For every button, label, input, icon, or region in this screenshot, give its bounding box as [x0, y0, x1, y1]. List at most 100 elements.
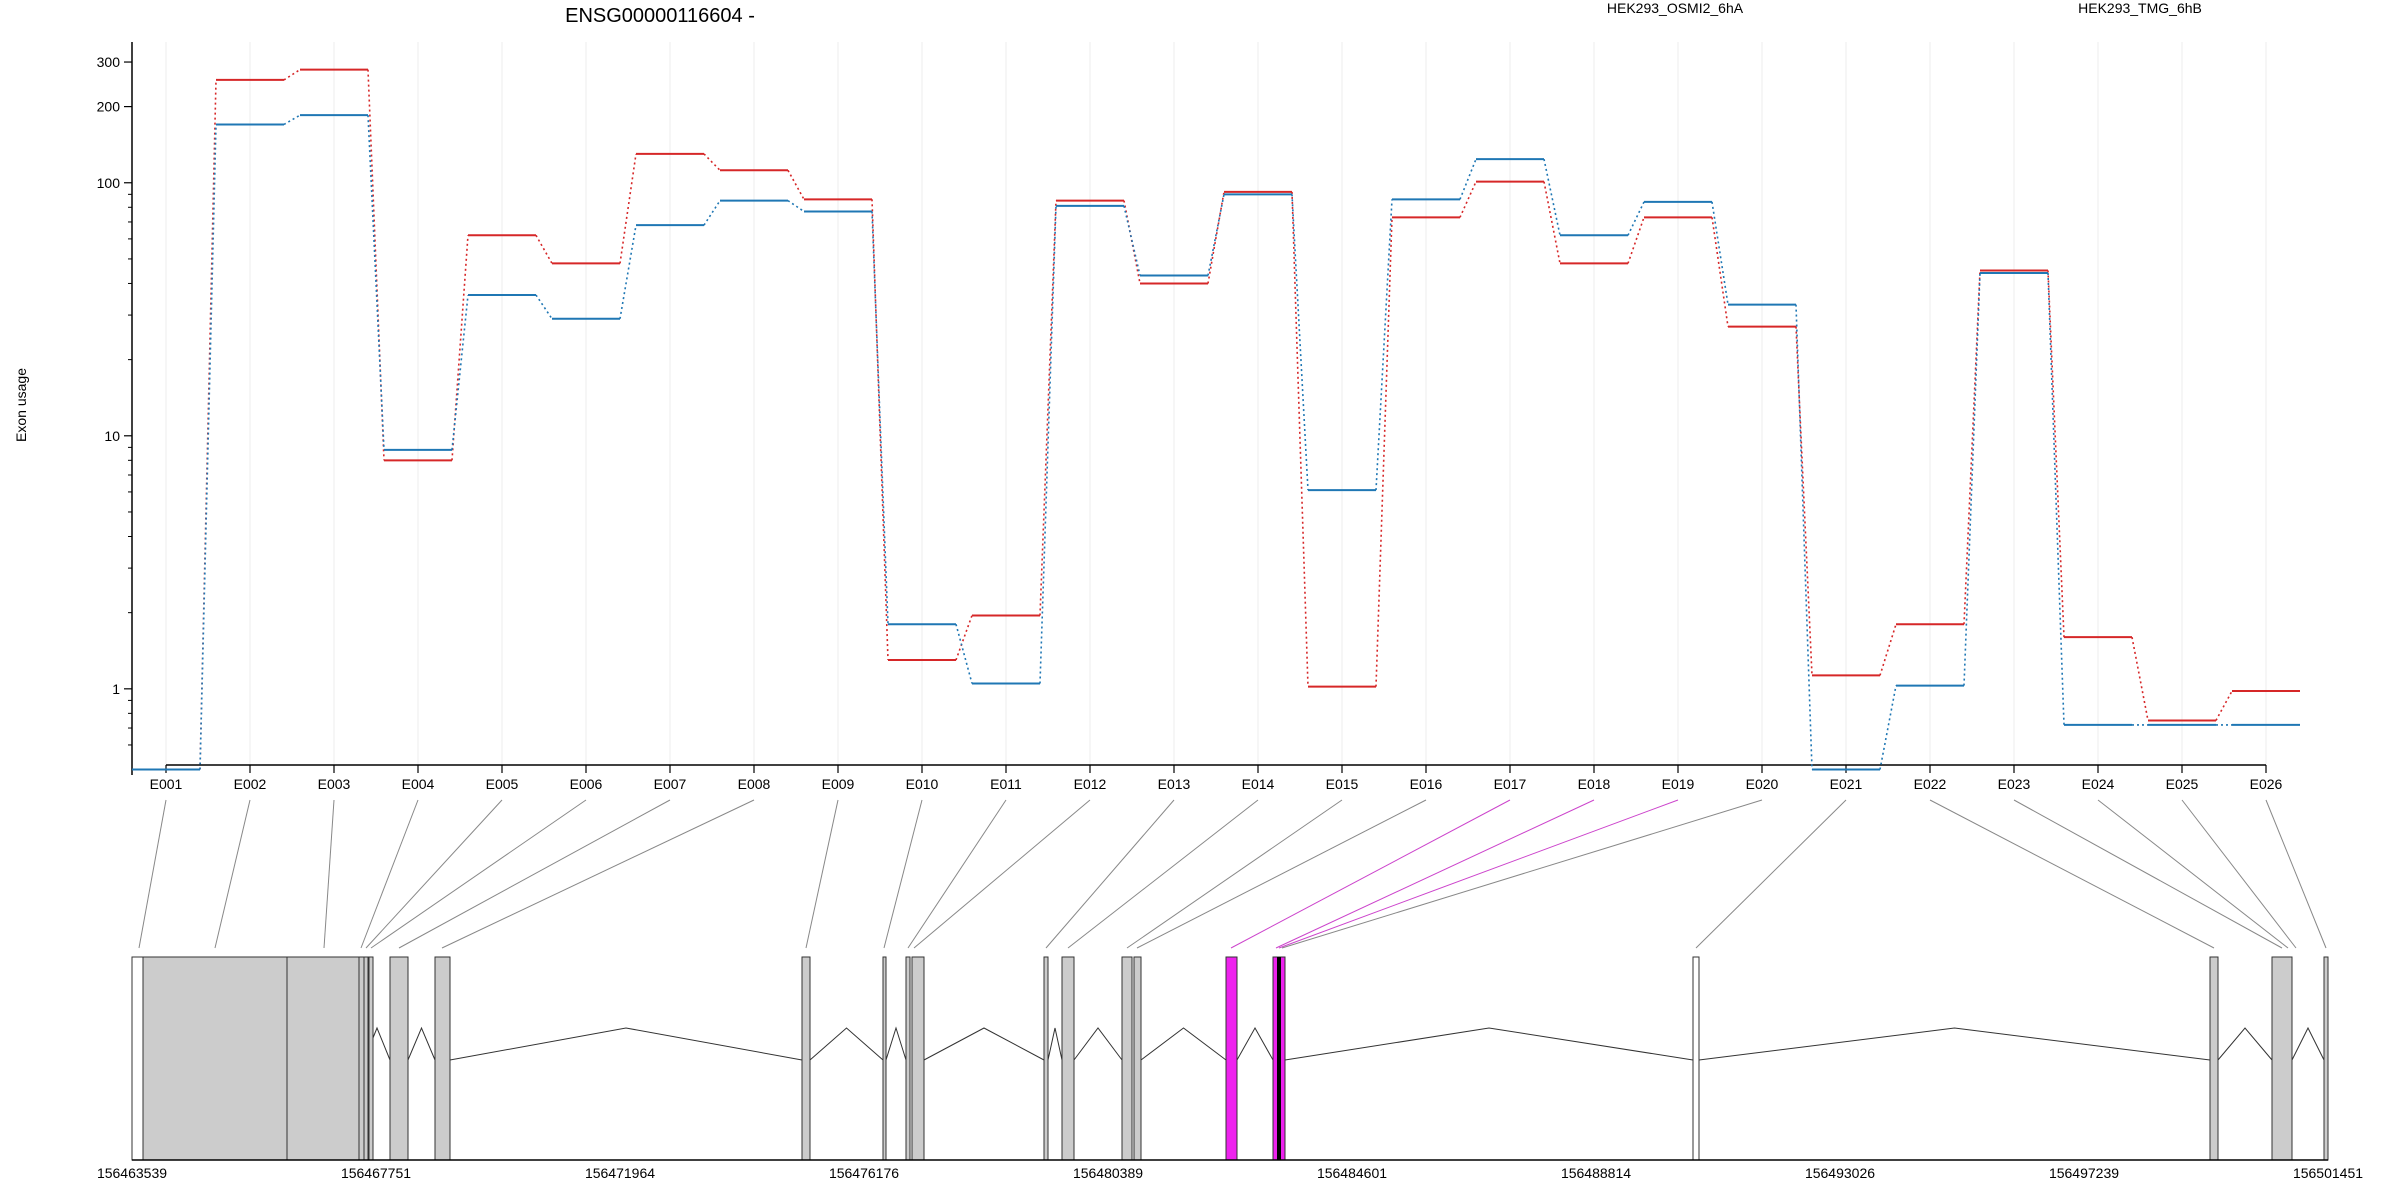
genomic-coordinate-label: 156488814 [1561, 1165, 1631, 1181]
series-1-transition [1039, 205, 1057, 684]
x-tick-label-E008: E008 [738, 776, 771, 792]
x-tick-label-E003: E003 [318, 776, 351, 792]
series-1-transition [871, 211, 889, 625]
connector-E025 [2181, 799, 2297, 949]
axes: 1 10 100 200 300 E001 E002 E003 E004 E005 E006 E007… [97, 42, 2283, 792]
series-0-transition [1039, 200, 1057, 616]
connector-E007 [398, 799, 671, 949]
genomic-coordinate-label: 156463539 [97, 1165, 167, 1181]
connector-E020 [1281, 799, 1763, 949]
genomic-coordinate-label: 156476176 [829, 1165, 899, 1181]
series-0-transition [1627, 217, 1645, 264]
x-tick-label-E007: E007 [654, 776, 687, 792]
x-tick-label-E009: E009 [822, 776, 855, 792]
intron-line [1047, 1027, 1063, 1061]
exon-box-E003 [286, 956, 360, 1161]
x-tick-label-E011: E011 [990, 776, 1022, 792]
series-1-transition [283, 114, 301, 126]
x-tick-label-E016: E016 [1410, 776, 1443, 792]
exon-box-E011 [905, 956, 911, 1161]
legend-series-osmi2: HEK293_OSMI2_6hA [1607, 0, 1744, 16]
series-0-transition [1123, 200, 1141, 284]
exon-box-E004 [358, 956, 365, 1161]
series-1-transition [1375, 199, 1393, 491]
x-tick-label-E024: E024 [2082, 776, 2115, 792]
genomic-coordinate-label: 156484601 [1317, 1165, 1387, 1181]
y-tick-label: 300 [97, 54, 121, 70]
connector-E023 [2013, 799, 2283, 949]
y-axis-label: Exon usage [13, 368, 29, 442]
series-0-transition [1459, 181, 1477, 218]
connector-E017 [1230, 799, 1511, 949]
x-tick-label-E001: E001 [150, 776, 183, 792]
x-tick-label-E013: E013 [1158, 776, 1191, 792]
intron-line [2291, 1026, 2325, 1061]
connector-E024 [2097, 799, 2289, 949]
intron-line [1236, 1026, 1274, 1061]
x-tick-label-E006: E006 [570, 776, 603, 792]
x-tick-label-E018: E018 [1578, 776, 1611, 792]
connector-E006 [370, 799, 587, 949]
connector-E013 [1045, 799, 1175, 949]
intron-line [407, 1026, 436, 1061]
series-1-transition [1123, 205, 1141, 276]
x-tick-label-E014: E014 [1242, 776, 1275, 792]
genomic-coordinate-label: 156501451 [2293, 1165, 2363, 1181]
exon-box-E014 [1061, 956, 1075, 1161]
series-0-transition [787, 169, 805, 200]
x-tick-label-E017: E017 [1494, 776, 1527, 792]
connector-E022 [1929, 799, 2215, 949]
series-0-transition [199, 79, 217, 770]
series-0-transition [451, 235, 469, 461]
connector-E021 [1695, 799, 1847, 949]
connector-E002 [214, 799, 251, 949]
connector-E016 [1136, 799, 1427, 949]
x-tick-label-E023: E023 [1998, 776, 2031, 792]
series-0-transition [2215, 690, 2233, 721]
series-1-transition [1879, 685, 1897, 770]
series-0-transition [2131, 637, 2149, 721]
x-tick-label-E020: E020 [1746, 776, 1779, 792]
series-0-transition [703, 153, 721, 171]
y-tick-label: 100 [97, 175, 121, 191]
intron-line [2217, 1027, 2273, 1061]
x-tick-label-E015: E015 [1326, 776, 1359, 792]
gene-model: 156463539 156467751 156471964 156476176 1564… [97, 956, 2363, 1181]
series-1-transition [955, 624, 973, 684]
series-1-transition [1207, 194, 1225, 276]
exon-box-E021 [2209, 956, 2219, 1161]
series-0-transition [1711, 217, 1729, 327]
series-layer [132, 68, 2300, 771]
legend-series-tmg: HEK293_TMG_6hB [2078, 0, 2202, 16]
series-0 [132, 68, 2300, 771]
exon-connector-lines [138, 799, 2327, 949]
series-1-transition [451, 294, 469, 450]
series-0-transition [619, 153, 637, 264]
x-tick-label-E012: E012 [1074, 776, 1107, 792]
exon-box-E010 [882, 956, 887, 1161]
x-tick-label-E025: E025 [2166, 776, 2199, 792]
connector-E014 [1067, 799, 1259, 949]
exon-box-E002 [142, 956, 288, 1161]
exon-box-E022 [2271, 956, 2293, 1161]
exon-box-E009 [801, 956, 811, 1161]
intron-line [1073, 1027, 1123, 1061]
connector-E012 [913, 799, 1091, 949]
connector-E001 [138, 799, 167, 949]
exon-box-E005 [363, 956, 369, 1161]
y-tick-label: 200 [97, 99, 121, 115]
y-tick-label: 1 [112, 681, 120, 697]
genomic-coordinate-label: 156493026 [1805, 1165, 1875, 1181]
series-1-transition [1291, 194, 1309, 491]
connector-E015 [1126, 799, 1343, 949]
x-tick-label-E019: E019 [1662, 776, 1695, 792]
genomic-coordinate-label: 156467751 [341, 1165, 411, 1181]
exon-box-E025 [2323, 956, 2329, 1161]
exon-box-E016 [1133, 956, 1142, 1161]
x-tick-label-E005: E005 [486, 776, 519, 792]
x-tick-label-E022: E022 [1914, 776, 1947, 792]
vertical-gridlines [165, 42, 2267, 765]
series-1-transition [1627, 201, 1645, 236]
x-tick-label-E026: E026 [2250, 776, 2283, 792]
series-1 [132, 114, 2300, 771]
